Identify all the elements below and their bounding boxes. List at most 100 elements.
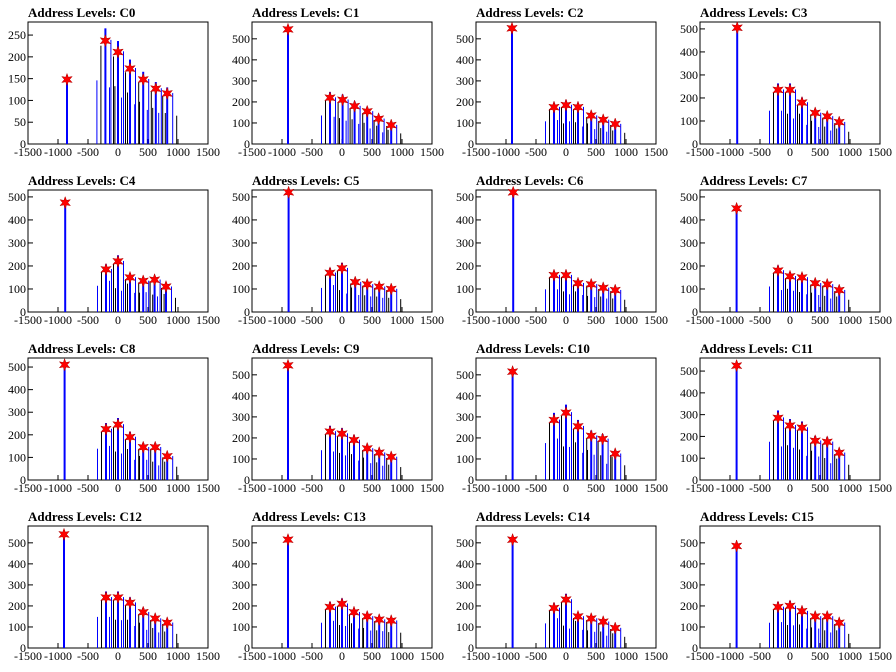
fit-marker bbox=[161, 615, 174, 630]
histogram-bar bbox=[152, 294, 154, 312]
histogram-bar bbox=[329, 425, 331, 480]
histogram-bar bbox=[390, 617, 393, 648]
fit-marker bbox=[348, 99, 361, 113]
fit-marker bbox=[349, 275, 362, 289]
histogram-bar bbox=[142, 71, 145, 144]
x-tick-label: 1000 bbox=[390, 313, 414, 327]
y-tick-label: 0 bbox=[244, 137, 250, 151]
histogram-bar bbox=[610, 291, 612, 312]
histogram-bar bbox=[353, 101, 356, 144]
histogram-bar bbox=[366, 444, 369, 480]
histogram-bar bbox=[362, 285, 364, 312]
x-tick-label: 1500 bbox=[420, 313, 444, 327]
y-tick-label: 500 bbox=[680, 190, 698, 204]
chart-canvas: 0 100 200 300 400 500 -1500 -1000 -500 0 500 1000 15… bbox=[232, 21, 444, 159]
fit-marker bbox=[112, 590, 124, 605]
fit-marker bbox=[58, 527, 70, 542]
x-tick-label: 0 bbox=[787, 649, 793, 663]
histogram-bar bbox=[135, 277, 136, 312]
histogram-bar bbox=[358, 460, 360, 480]
y-tick-label: 200 bbox=[456, 259, 474, 273]
x-tick-label: 1500 bbox=[644, 145, 668, 159]
chart-canvas: 0 100 200 300 400 500 -1500 -1000 -500 0 500 1000 15… bbox=[232, 185, 444, 327]
y-tick-label: 500 bbox=[8, 360, 26, 374]
histogram-bar bbox=[123, 260, 124, 312]
histogram-bar bbox=[384, 619, 386, 648]
histogram-bar bbox=[587, 630, 588, 648]
histogram-bar bbox=[396, 456, 398, 480]
y-tick-label: 100 bbox=[680, 620, 698, 634]
histogram-bar bbox=[836, 458, 838, 480]
histogram-bar bbox=[806, 628, 808, 648]
fit-marker bbox=[336, 93, 349, 107]
chart-panel-c3: Address Levels: C3 0 100 200 300 400 500 -1500-… bbox=[672, 0, 896, 168]
histogram-bar bbox=[104, 28, 107, 144]
histogram-bar bbox=[386, 621, 388, 648]
histogram-bar bbox=[115, 619, 116, 648]
histogram-bar bbox=[101, 431, 102, 480]
histogram-bar bbox=[396, 124, 398, 144]
histogram-bar bbox=[111, 597, 112, 648]
histogram-bar bbox=[142, 443, 145, 480]
y-tick-label: 200 bbox=[8, 599, 26, 613]
fit-marker bbox=[506, 364, 519, 379]
histogram-bar bbox=[400, 299, 402, 312]
histogram-bar bbox=[172, 456, 174, 480]
fit-marker bbox=[572, 609, 584, 624]
histogram-bar bbox=[321, 287, 322, 312]
fit-marker bbox=[61, 72, 73, 87]
histogram-bar bbox=[793, 625, 794, 648]
histogram-bar bbox=[606, 635, 608, 648]
fit-marker bbox=[137, 605, 150, 620]
histogram-bar bbox=[121, 290, 122, 312]
histogram-bar bbox=[339, 625, 340, 648]
fit-marker bbox=[372, 111, 385, 126]
y-tick-label: 300 bbox=[680, 236, 698, 250]
histogram-bar bbox=[797, 612, 798, 648]
histogram-bar bbox=[614, 450, 617, 480]
histogram-bar bbox=[838, 619, 841, 648]
histogram-bar bbox=[511, 539, 514, 648]
histogram-bar bbox=[838, 119, 841, 144]
histogram-bar bbox=[781, 290, 782, 312]
histogram-bar bbox=[596, 618, 598, 648]
y-tick-label: 100 bbox=[680, 282, 698, 296]
x-tick-label: -1500 bbox=[238, 649, 266, 663]
histogram-bar bbox=[600, 631, 602, 648]
histogram-bar bbox=[127, 449, 128, 480]
y-tick-label: 200 bbox=[232, 599, 250, 613]
fit-marker bbox=[772, 83, 784, 97]
x-tick-label: 500 bbox=[363, 481, 381, 495]
y-tick-label: 300 bbox=[680, 68, 698, 82]
histogram-bar bbox=[160, 446, 162, 480]
fit-marker bbox=[361, 277, 374, 292]
x-tick-label: -500 bbox=[525, 649, 547, 663]
histogram-bar bbox=[824, 295, 826, 312]
histogram-bar bbox=[113, 263, 114, 312]
histogram-bar bbox=[810, 284, 812, 312]
histogram-bar bbox=[620, 123, 622, 144]
histogram-bar bbox=[807, 610, 808, 648]
histogram-bar bbox=[806, 124, 808, 144]
x-tick-label: 500 bbox=[139, 649, 157, 663]
histogram-bar bbox=[374, 453, 376, 480]
histogram-bar bbox=[339, 118, 340, 144]
fit-marker bbox=[373, 445, 386, 460]
chart-canvas: 0 100 200 300 400 500 -1500 -1000 -500 0 500 1000 15… bbox=[232, 525, 444, 663]
histogram-bar bbox=[565, 100, 567, 144]
histogram-bar bbox=[811, 450, 812, 480]
histogram-bar bbox=[785, 607, 786, 648]
histogram-bar bbox=[347, 267, 348, 312]
fit-marker bbox=[784, 269, 796, 284]
histogram-bar bbox=[337, 101, 339, 144]
histogram-bar bbox=[549, 108, 550, 144]
histogram-bar bbox=[390, 286, 393, 312]
histogram-bar bbox=[148, 446, 150, 480]
histogram-bar bbox=[608, 287, 610, 312]
chart-panel-c11: Address Levels: C11 0 100 200 300 400 500 -1500… bbox=[672, 336, 896, 504]
histogram-bar bbox=[569, 628, 570, 648]
y-tick-label: 100 bbox=[456, 452, 474, 466]
x-tick-label: -1000 bbox=[716, 481, 744, 495]
x-tick-label: 1500 bbox=[420, 649, 444, 663]
histogram-bar bbox=[594, 297, 596, 312]
